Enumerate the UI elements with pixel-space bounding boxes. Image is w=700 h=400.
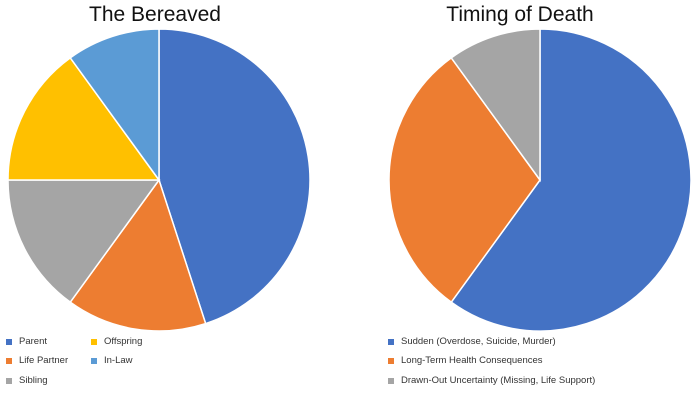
legend-swatch	[388, 338, 394, 345]
legend-item: Sibling	[6, 375, 48, 386]
legend-swatch	[6, 377, 12, 384]
legend-swatch	[388, 377, 394, 384]
chart-title: Timing of Death	[446, 3, 594, 26]
timing-of-death-chart: Timing of Death Sudden (Overdose, Suicid…	[370, 0, 700, 400]
legend-swatch	[91, 357, 97, 364]
legend-bereaved: Parent Life Partner Sibling Offspring In-Law	[0, 0, 330, 400]
legend-label: Long-Term Health Consequences	[401, 355, 543, 366]
pie-slice-sibling	[7, 179, 161, 304]
pie-slice-sudden-overdose-suicide-murder	[450, 28, 692, 332]
legend-label: Offspring	[104, 336, 143, 347]
legend-label: Sibling	[19, 375, 48, 386]
pie-timing-of-death	[388, 28, 692, 332]
pie-slice-offspring	[7, 56, 161, 181]
legend-item: Long-Term Health Consequences	[388, 355, 543, 366]
legend-item: In-Law	[91, 355, 133, 366]
pie-slice-in-law	[69, 28, 160, 183]
legend-label: Sudden (Overdose, Suicide, Murder)	[401, 336, 556, 347]
legend-label: Drawn-Out Uncertainty (Missing, Life Sup…	[401, 375, 596, 386]
legend-item: Life Partner	[6, 355, 68, 366]
pie-slice-long-term-health-consequences	[388, 56, 541, 304]
pie-slice-drawn-out-uncertainty-missing-life-support	[450, 28, 541, 183]
chart-title: The Bereaved	[89, 3, 221, 26]
legend-swatch	[6, 338, 12, 345]
pie-bereaved	[7, 28, 311, 332]
legend-item: Offspring	[91, 336, 142, 347]
legend-label: Life Partner	[19, 355, 69, 366]
pie-slice-life-partner	[69, 178, 207, 332]
legend-item: Drawn-Out Uncertainty (Missing, Life Sup…	[388, 375, 595, 386]
legend-swatch	[388, 357, 394, 364]
legend-swatch	[91, 338, 97, 345]
legend-swatch	[6, 357, 12, 364]
legend-item: Sudden (Overdose, Suicide, Murder)	[388, 336, 556, 347]
legend-label: Parent	[19, 336, 47, 347]
legend-label: In-Law	[104, 355, 133, 366]
pie-slice-parent	[158, 28, 311, 325]
bereaved-chart: The Bereaved Parent Life Partner Sibling Of…	[0, 0, 330, 400]
legend-timing-of-death: Sudden (Overdose, Suicide, Murder) Long-T…	[370, 0, 700, 400]
legend-item: Parent	[6, 336, 47, 347]
